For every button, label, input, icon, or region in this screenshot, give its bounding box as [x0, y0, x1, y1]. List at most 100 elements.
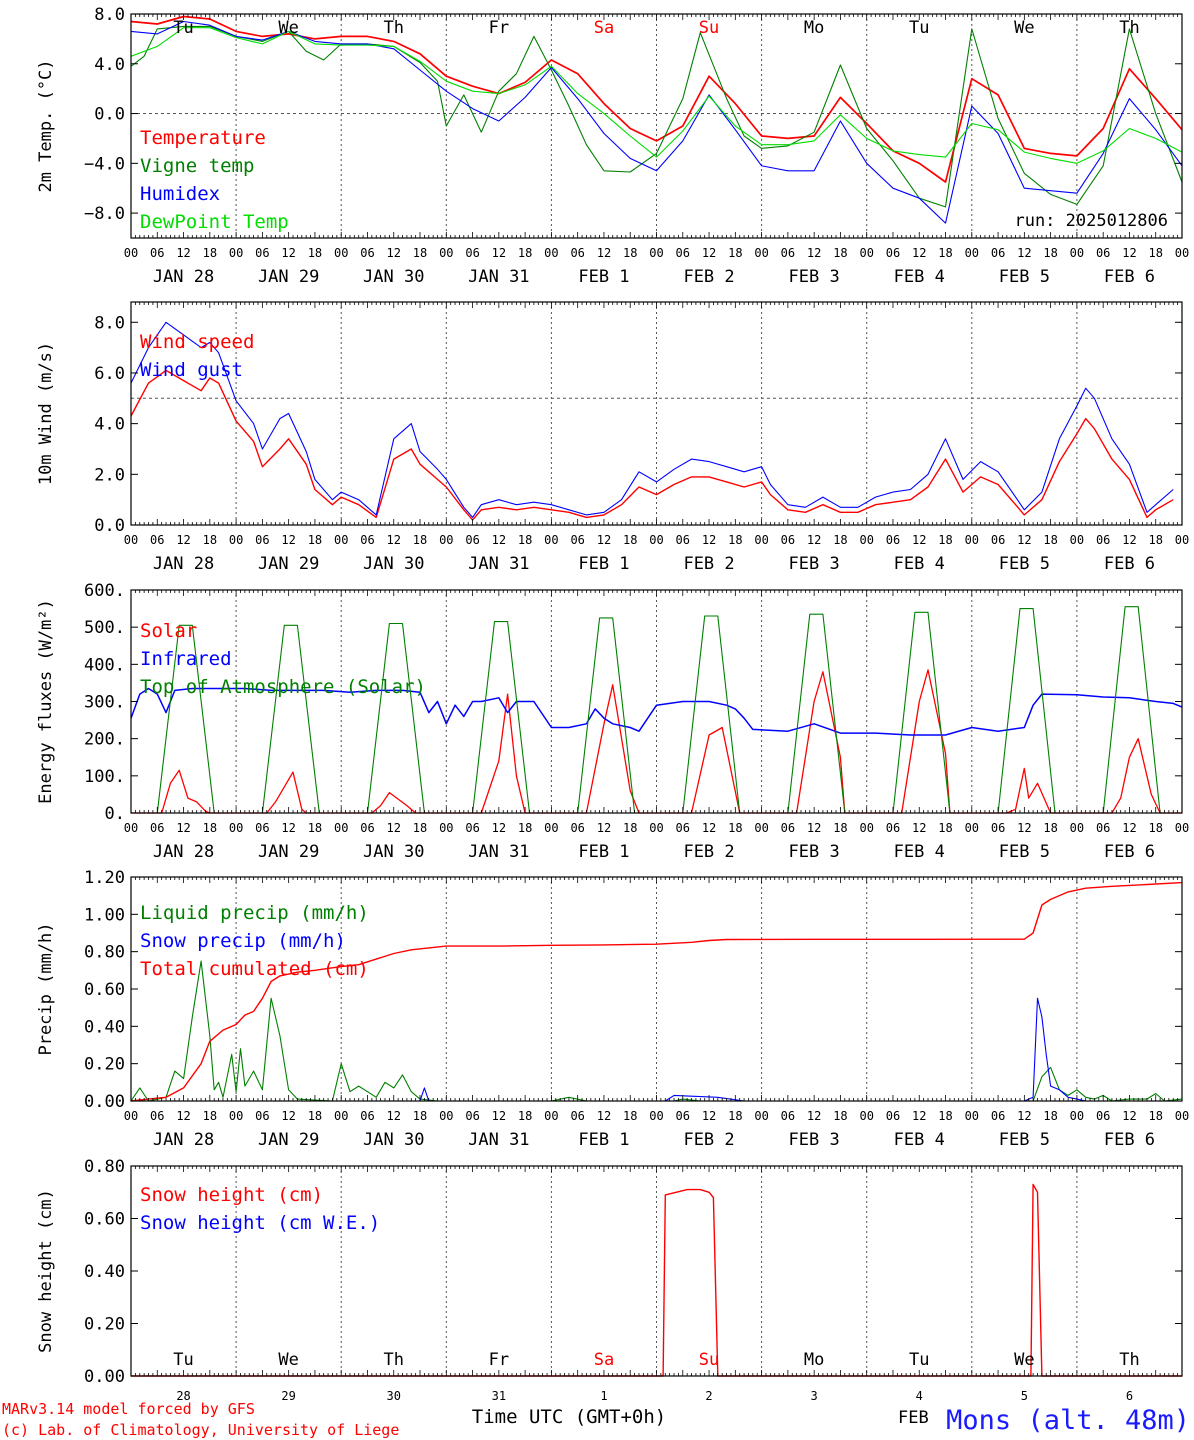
date-label: FEB 4 — [894, 842, 945, 862]
weekday-label: We — [1014, 18, 1034, 38]
weekday-label: Tu — [173, 18, 193, 38]
y-tick-label: 2.0 — [94, 465, 125, 485]
date-label: JAN 31 — [468, 1130, 529, 1150]
hour-label: 12 — [807, 246, 821, 260]
date-label: FEB 6 — [1104, 1130, 1155, 1150]
y-tick-label: 300. — [84, 693, 125, 713]
series-line-infrared — [130, 687, 1183, 736]
y-tick-label: −8.0 — [84, 204, 125, 224]
hour-label: 18 — [728, 1109, 742, 1123]
y-axis-label: Snow height (cm) — [36, 1189, 56, 1353]
day-number-label: 6 — [1126, 1389, 1133, 1403]
y-axis-label: Precip (mm/h) — [36, 922, 56, 1055]
hour-label: 00 — [124, 533, 138, 547]
date-label: FEB 1 — [578, 267, 629, 287]
hour-label: 00 — [439, 821, 453, 835]
y-tick-label: 0.00 — [84, 1092, 125, 1112]
date-label: JAN 30 — [363, 842, 424, 862]
hour-label: 12 — [1017, 821, 1031, 835]
day-number-label: 1 — [600, 1389, 607, 1403]
text-layer: 8.0 4.0 0.0 −4.0 −8.0 2m Temp. (°C) Temperatur… — [36, 5, 1189, 1403]
date-label: FEB 4 — [894, 267, 945, 287]
hour-label: 12 — [176, 821, 190, 835]
hour-label: 18 — [518, 1109, 532, 1123]
date-label: FEB 2 — [683, 267, 734, 287]
date-label: JAN 30 — [363, 1130, 424, 1150]
hour-label: 06 — [886, 246, 900, 260]
hour-label: 06 — [1096, 821, 1110, 835]
legend-entry: Wind speed — [140, 331, 254, 353]
hour-label: 06 — [570, 1109, 584, 1123]
hour-label: 06 — [255, 246, 269, 260]
hour-label: 12 — [492, 821, 506, 835]
legend-entry: Vigne temp — [140, 155, 254, 177]
y-tick-label: 0.80 — [84, 1157, 125, 1177]
x-axis-title: Time UTC (GMT+0h) — [472, 1406, 666, 1428]
hour-label: 06 — [465, 246, 479, 260]
hour-label: 06 — [150, 1109, 164, 1123]
hour-label: 06 — [1096, 1109, 1110, 1123]
credit-line-2: (c) Lab. of Climatology, University of L… — [2, 1421, 399, 1439]
day-number-label: 2 — [705, 1389, 712, 1403]
hour-label: 00 — [229, 821, 243, 835]
hour-label: 12 — [387, 246, 401, 260]
date-label: JAN 31 — [468, 267, 529, 287]
hour-label: 12 — [281, 533, 295, 547]
y-tick-label: 0.40 — [84, 1262, 125, 1282]
hour-label: 12 — [492, 1109, 506, 1123]
y-tick-label: 6.0 — [94, 364, 125, 384]
hour-label: 18 — [413, 533, 427, 547]
hour-label: 12 — [281, 1109, 295, 1123]
legend-entry: Top of Atmosphere (Solar) — [140, 676, 426, 698]
hour-label: 06 — [360, 246, 374, 260]
date-label: JAN 29 — [258, 842, 319, 862]
weekday-label: Fr — [489, 18, 509, 38]
date-label: JAN 28 — [153, 554, 214, 574]
hour-label: 00 — [965, 1109, 979, 1123]
date-label: JAN 29 — [258, 1130, 319, 1150]
hour-label: 18 — [728, 821, 742, 835]
hour-label: 06 — [150, 821, 164, 835]
hour-label: 06 — [991, 1109, 1005, 1123]
hour-label: 00 — [754, 821, 768, 835]
hour-label: 00 — [124, 1109, 138, 1123]
hour-label: 12 — [912, 246, 926, 260]
hour-label: 12 — [492, 533, 506, 547]
legend-entry: Liquid precip (mm/h) — [140, 902, 369, 924]
hour-label: 06 — [886, 821, 900, 835]
date-label: FEB 5 — [999, 554, 1050, 574]
legend-entry: Humidex — [140, 183, 220, 205]
hour-label: 00 — [334, 1109, 348, 1123]
y-tick-label: 8.0 — [94, 5, 125, 25]
hour-label: 06 — [255, 1109, 269, 1123]
hour-label: 12 — [281, 246, 295, 260]
hour-label: 12 — [702, 1109, 716, 1123]
series-line-wind-gust — [130, 321, 1174, 518]
hour-label: 00 — [649, 246, 663, 260]
y-tick-label: 0.0 — [94, 516, 125, 536]
hour-label: 06 — [570, 246, 584, 260]
y-tick-label: 1.00 — [84, 905, 125, 925]
hour-label: 12 — [387, 533, 401, 547]
date-label: FEB 4 — [894, 554, 945, 574]
hour-label: 00 — [124, 821, 138, 835]
series-line-snow-height-cm- — [131, 1183, 1182, 1377]
hour-label: 06 — [360, 1109, 374, 1123]
y-tick-label: 500. — [84, 618, 125, 638]
hour-label: 06 — [991, 246, 1005, 260]
hour-label: 12 — [176, 1109, 190, 1123]
hour-label: 12 — [702, 533, 716, 547]
hour-label: 00 — [965, 246, 979, 260]
date-label: JAN 30 — [363, 267, 424, 287]
run-label: run: 2025012806 — [1014, 211, 1168, 231]
weekday-label: Fr — [489, 1350, 509, 1370]
hour-label: 12 — [176, 246, 190, 260]
hour-label: 00 — [1070, 1109, 1084, 1123]
date-label: FEB 5 — [999, 1130, 1050, 1150]
hour-label: 12 — [912, 1109, 926, 1123]
date-label: JAN 28 — [153, 1130, 214, 1150]
hour-label: 00 — [965, 533, 979, 547]
day-number-label: 3 — [811, 1389, 818, 1403]
hour-label: 18 — [1043, 821, 1057, 835]
hour-label: 18 — [1148, 821, 1162, 835]
